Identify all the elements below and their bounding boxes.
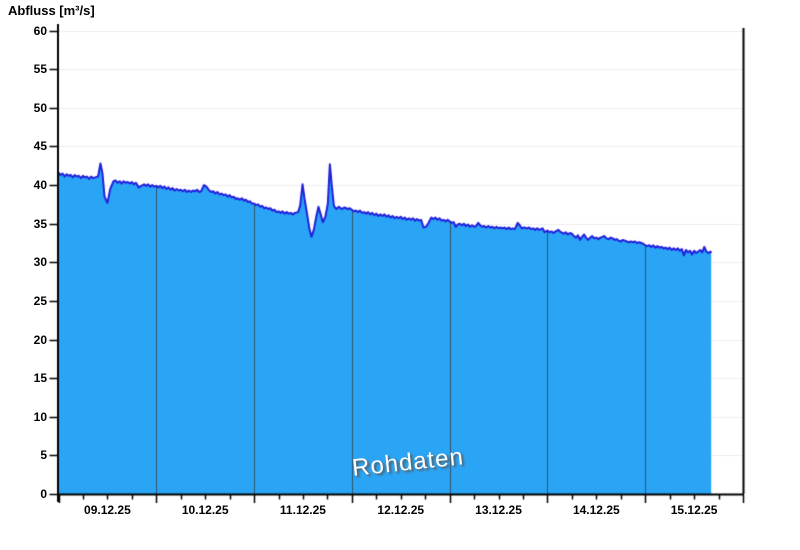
x-tick-label: 10.12.25 [181,503,229,517]
x-tick-label: 14.12.25 [572,503,620,517]
x-tick-label: 11.12.25 [279,503,326,517]
y-tick-label: 30 [33,255,47,270]
y-tick-label: 0 [40,487,47,501]
y-tick-label: 35 [33,216,47,231]
y-tick-label: 55 [33,62,47,77]
x-tick-label: 15.12.25 [670,503,718,517]
y-tick-label: 10 [33,409,47,424]
x-tick-label: 13.12.25 [475,503,522,517]
y-tick-label: 15 [33,371,47,386]
x-tick-label: 09.12.25 [84,503,131,517]
y-tick-label: 25 [33,293,47,308]
x-tick-label: 12.12.25 [377,503,425,517]
y-tick-label: 50 [33,100,47,115]
y-tick-label: 20 [33,332,47,347]
y-tick-label: 45 [33,139,47,154]
chart-title: Abfluss [m³/s] [8,3,95,18]
y-tick-label: 5 [40,448,47,463]
y-tick-label: 60 [33,23,47,38]
y-tick-label: 40 [33,178,47,193]
